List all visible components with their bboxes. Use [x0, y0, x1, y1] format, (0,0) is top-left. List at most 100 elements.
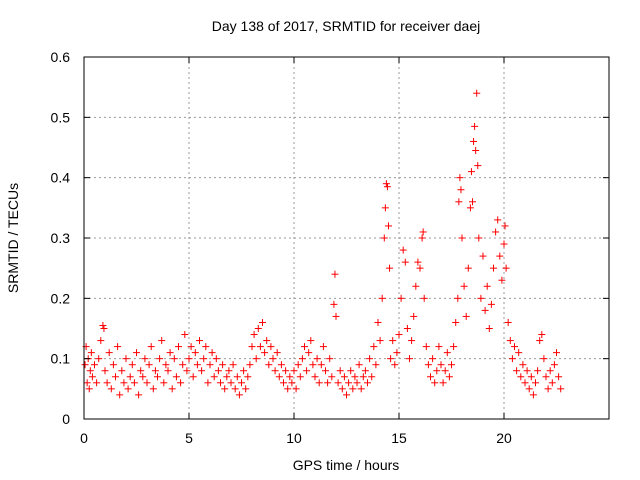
data-point	[154, 373, 161, 381]
data-point	[118, 367, 126, 375]
data-point	[397, 294, 405, 302]
data-point	[483, 282, 491, 290]
data-point	[519, 361, 527, 369]
data-point	[206, 361, 214, 369]
data-point	[252, 355, 260, 363]
data-point	[120, 379, 128, 387]
data-point	[481, 306, 489, 314]
data-point	[403, 325, 411, 332]
data-point	[439, 379, 447, 387]
data-point	[85, 385, 93, 393]
data-point	[139, 373, 147, 381]
data-point	[193, 361, 201, 369]
data-point	[122, 355, 130, 363]
data-point	[185, 355, 193, 363]
data-point	[290, 367, 298, 375]
chart-title: Day 138 of 2017, SRMTID for receiver dae…	[212, 18, 480, 34]
data-points	[81, 89, 565, 399]
data-point	[515, 349, 523, 357]
data-point	[313, 355, 321, 363]
data-point	[433, 367, 441, 375]
data-point	[378, 294, 386, 302]
data-point	[395, 331, 403, 339]
data-point	[391, 361, 399, 369]
data-point	[498, 276, 506, 284]
data-point	[343, 391, 350, 399]
data-point	[280, 379, 287, 387]
data-point	[466, 204, 474, 212]
data-point	[221, 385, 229, 393]
data-point	[331, 270, 339, 278]
data-point	[473, 89, 481, 97]
data-point	[359, 373, 367, 381]
data-point	[529, 391, 537, 399]
data-point	[183, 367, 191, 375]
data-point	[263, 337, 271, 345]
data-point	[288, 379, 296, 387]
data-point	[307, 337, 315, 345]
data-point	[282, 367, 290, 375]
data-point	[387, 355, 395, 363]
data-point	[238, 379, 245, 387]
data-point	[210, 373, 218, 381]
data-point	[156, 355, 164, 363]
axis-ticks	[83, 56, 609, 420]
data-point	[301, 343, 308, 351]
data-point	[513, 367, 521, 375]
data-point	[133, 349, 140, 357]
data-point	[550, 361, 558, 369]
data-point	[464, 264, 472, 272]
data-point	[457, 186, 465, 194]
data-point	[189, 373, 197, 381]
data-point	[366, 355, 374, 363]
data-point	[322, 367, 329, 375]
data-point	[112, 373, 119, 381]
data-point	[93, 379, 101, 387]
data-point	[319, 343, 327, 351]
data-point	[151, 367, 159, 375]
data-point	[506, 337, 514, 345]
data-point	[86, 367, 94, 375]
data-point	[361, 367, 369, 375]
data-point	[311, 373, 319, 381]
data-point	[105, 349, 113, 357]
data-point	[540, 355, 548, 363]
x-tick-labels: 0 5 10 15 20	[80, 430, 512, 446]
data-point	[501, 222, 509, 230]
data-point	[109, 361, 117, 369]
data-point	[485, 325, 493, 332]
data-point	[557, 385, 565, 393]
data-point	[332, 312, 340, 320]
data-point	[467, 168, 475, 176]
data-point	[141, 355, 149, 363]
data-point	[292, 385, 300, 393]
data-point	[532, 379, 539, 387]
data-point	[427, 373, 434, 381]
data-point	[103, 379, 111, 387]
data-point	[160, 379, 168, 387]
data-point	[527, 373, 535, 381]
data-point	[204, 379, 212, 387]
data-point	[538, 331, 546, 339]
data-point	[511, 343, 518, 351]
data-point	[259, 318, 266, 326]
data-point	[277, 361, 285, 369]
data-point	[309, 361, 317, 369]
data-point	[525, 385, 533, 393]
data-point	[492, 228, 500, 236]
data-point	[126, 373, 134, 381]
data-point	[338, 385, 346, 393]
data-point	[87, 349, 95, 357]
data-point	[88, 373, 96, 381]
data-point	[353, 379, 361, 387]
data-point	[487, 300, 495, 308]
data-point	[240, 367, 248, 375]
data-point	[441, 367, 449, 375]
data-point	[340, 373, 348, 381]
data-point	[544, 385, 552, 393]
data-point	[149, 385, 157, 393]
data-point	[521, 379, 529, 387]
data-point	[424, 361, 432, 369]
data-point	[380, 234, 388, 242]
data-point	[181, 331, 189, 339]
